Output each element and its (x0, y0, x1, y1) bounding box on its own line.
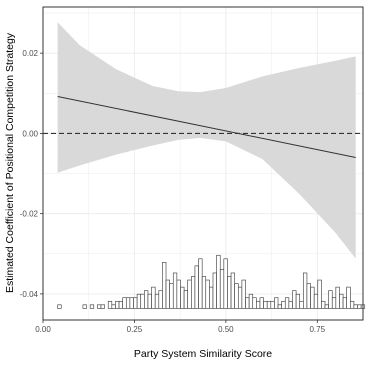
histogram-bar (136, 293, 142, 309)
histogram-bar (212, 272, 217, 309)
y-axis: 0.02 0.00 -0.02 -0.04 (20, 49, 43, 299)
confidence-band (57, 22, 356, 259)
histogram (57, 254, 366, 309)
histogram-bar (266, 300, 272, 309)
histogram-bar (172, 272, 178, 309)
x-axis: 0.00 0.25 0.50 0.75 (35, 320, 326, 334)
estimate-line (57, 95, 356, 158)
histogram-bar (198, 258, 203, 309)
histogram-bar (292, 290, 297, 309)
y-tick-label: 0.00 (22, 129, 38, 138)
histogram-bar (295, 293, 301, 309)
histogram-bar (111, 304, 116, 309)
histogram-bar (115, 300, 120, 309)
histogram-bar (331, 297, 337, 309)
y-tick-label: 0.02 (22, 49, 38, 58)
x-tick-label: 0.75 (309, 325, 325, 334)
histogram-bar (313, 293, 319, 309)
histogram-bar (274, 297, 279, 309)
histogram-bar (230, 272, 235, 309)
histogram-bar (248, 293, 254, 309)
y-tick-label: -0.04 (20, 290, 39, 299)
histogram-bar (165, 279, 170, 309)
histogram-bar (154, 293, 160, 309)
histogram-bar (303, 272, 308, 309)
histogram-bar (288, 300, 293, 309)
histogram-bar (125, 297, 131, 309)
x-tick-label: 0.00 (35, 325, 51, 334)
histogram-bar (82, 304, 87, 309)
histogram-bar (140, 293, 145, 309)
histogram-bar (89, 304, 95, 309)
histogram-bar (97, 304, 102, 309)
histogram-bar (339, 293, 344, 309)
y-tick-label: -0.02 (20, 210, 39, 219)
histogram-bar (234, 283, 239, 309)
histogram-bar (270, 300, 275, 309)
histogram-bar (216, 254, 221, 309)
histogram-bar (201, 276, 207, 309)
histogram-bar (57, 304, 62, 309)
histogram-bar (346, 286, 351, 309)
histogram-bar (324, 304, 329, 309)
histogram-bar (144, 290, 149, 309)
y-axis-title: Estimated Coefficient of Positional Comp… (4, 32, 16, 293)
histogram-bar (284, 297, 290, 309)
histogram-bar (227, 276, 232, 309)
histogram-bar (256, 300, 261, 309)
histogram-bar (263, 300, 268, 309)
histogram-bar (299, 300, 304, 309)
histogram-bar (310, 286, 315, 309)
histogram-bar (183, 290, 188, 309)
histogram-bar (245, 297, 250, 309)
histogram-bar (147, 293, 152, 309)
histogram-bar (129, 297, 134, 309)
histogram-bar (219, 269, 225, 309)
histogram-bar (194, 265, 199, 309)
histogram-bar (100, 304, 105, 309)
histogram-bar (277, 304, 282, 309)
histogram-bar (118, 300, 123, 309)
histogram-bar (237, 286, 243, 309)
histogram-bar (169, 283, 174, 309)
histogram-bar (162, 262, 167, 309)
histogram-bar (205, 279, 210, 309)
histogram-bar (281, 300, 286, 309)
histogram-bar (122, 297, 127, 309)
x-tick-label: 0.25 (127, 325, 143, 334)
histogram-bar (342, 297, 347, 309)
histogram-bar (107, 300, 113, 309)
histogram-bar (357, 304, 362, 309)
histogram-bar (151, 286, 156, 309)
x-tick-label: 0.50 (218, 325, 234, 334)
histogram-bar (259, 297, 264, 309)
histogram-bar (191, 276, 196, 309)
histogram-bar (158, 290, 163, 309)
histogram-bar (328, 290, 333, 309)
plot-border (42, 6, 364, 321)
x-axis-title: Party System Similarity Score (134, 348, 272, 360)
histogram-bar (209, 286, 214, 309)
histogram-bar (306, 283, 311, 309)
histogram-bar (180, 286, 185, 309)
histogram-bar (353, 304, 358, 309)
histogram-bar (321, 300, 326, 309)
histogram-bar (349, 300, 355, 309)
histogram-bar (187, 279, 192, 309)
histogram-bar (176, 279, 181, 309)
histogram-bar (241, 279, 246, 309)
histogram-bar (317, 279, 322, 309)
histogram-bar (335, 286, 340, 309)
histogram-bar (223, 258, 228, 309)
histogram-bar (133, 297, 138, 309)
histogram-bar (252, 297, 257, 309)
